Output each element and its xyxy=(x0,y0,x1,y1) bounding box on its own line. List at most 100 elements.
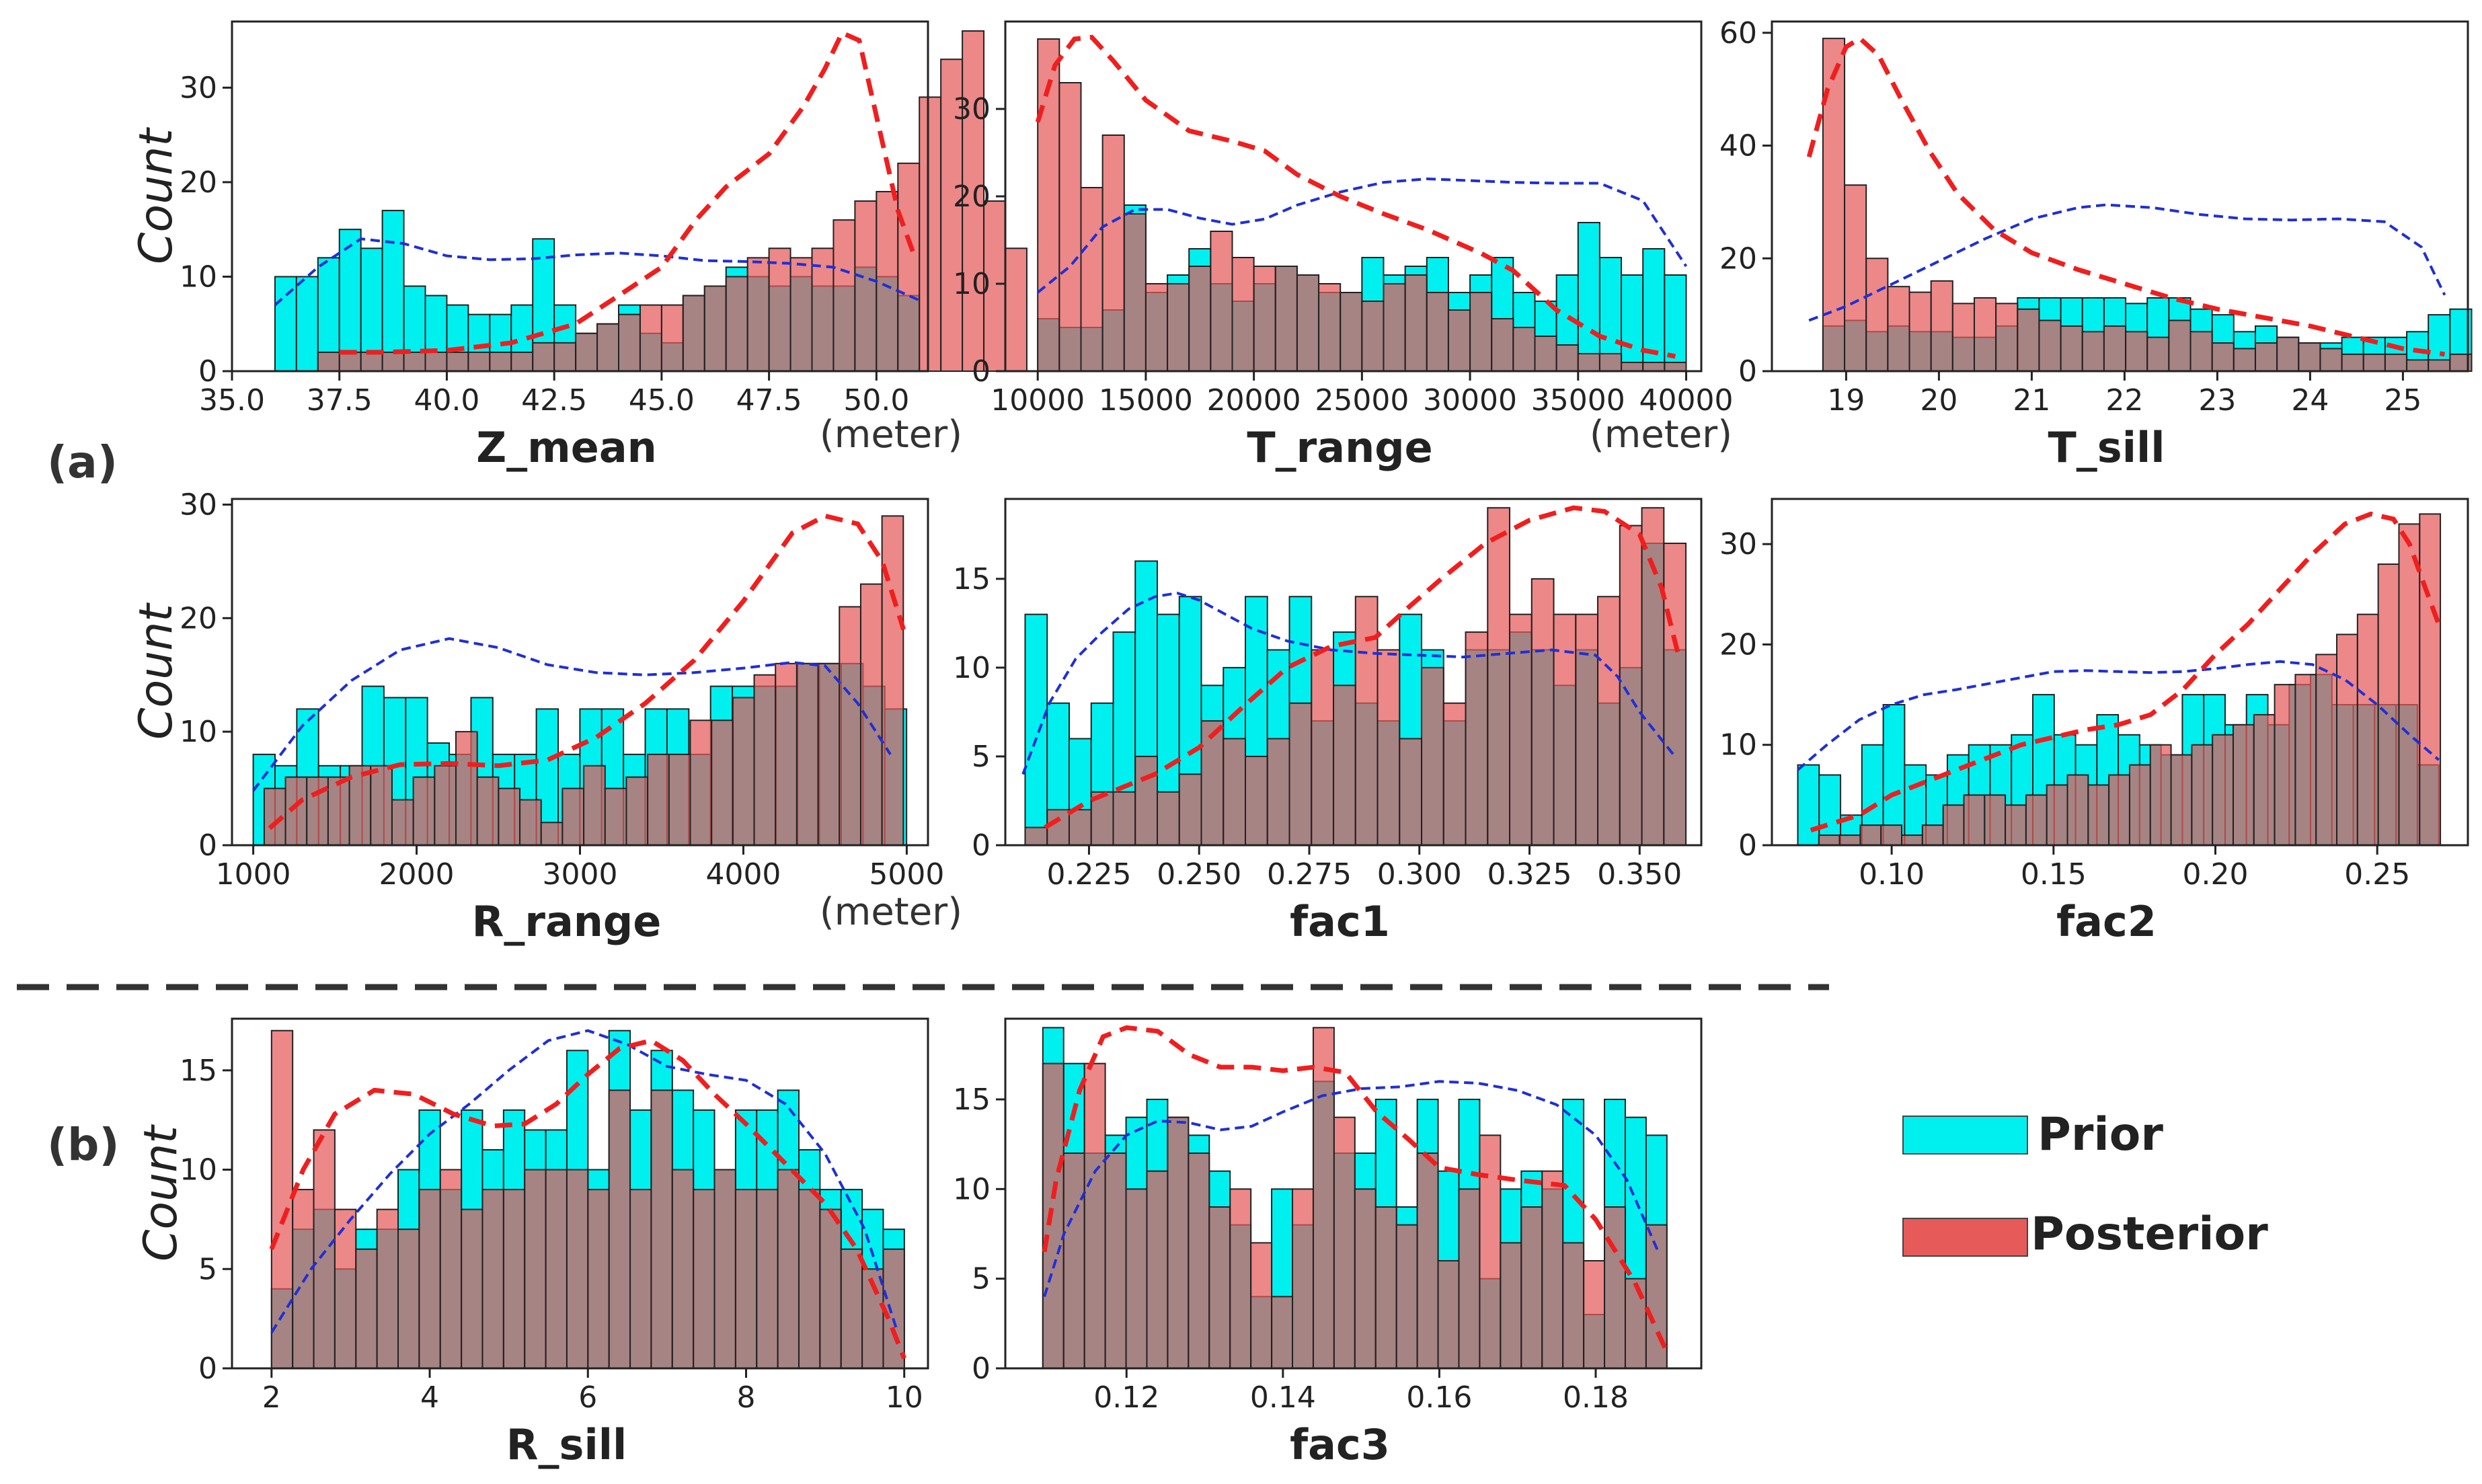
posterior-kde-line xyxy=(1806,35,2445,357)
posterior-bar xyxy=(1500,1242,1522,1370)
posterior-bar xyxy=(1296,274,1320,372)
posterior-bar xyxy=(502,1189,526,1370)
posterior-bar xyxy=(1058,82,1082,372)
posterior-bar xyxy=(2189,331,2213,372)
prior-kde-line xyxy=(1043,1080,1660,1297)
posterior-bar xyxy=(1901,834,1923,847)
posterior-bar xyxy=(854,200,878,373)
x-tick-label: 0.16 xyxy=(1406,1380,1472,1415)
posterior-bar xyxy=(587,1189,610,1370)
posterior-bar xyxy=(1231,257,1255,372)
x-tick-label: 40.0 xyxy=(414,383,479,418)
x-tick-label: 15000 xyxy=(1099,383,1193,418)
posterior-bar xyxy=(1880,824,1903,846)
y-tick-label: 5 xyxy=(972,1262,991,1296)
posterior-bar xyxy=(2428,359,2451,373)
posterior-bar xyxy=(1080,187,1103,372)
posterior-kde-line xyxy=(1044,505,1682,830)
posterior-bar xyxy=(1288,702,1313,846)
prior-bar xyxy=(1621,274,1644,372)
posterior-bar xyxy=(403,351,426,373)
posterior-bar xyxy=(1146,1170,1169,1369)
posterior-bar xyxy=(919,96,942,372)
posterior-bar xyxy=(2170,754,2193,847)
prior-bar xyxy=(338,229,362,372)
posterior-bar xyxy=(338,351,362,373)
posterior-bar xyxy=(1101,134,1125,372)
legend-posterior-swatch xyxy=(1902,1218,2028,1257)
x-tick-label: 1000 xyxy=(216,857,291,892)
plot-frame xyxy=(1004,1017,1703,1370)
posterior-bar xyxy=(2060,325,2083,372)
posterior-bar xyxy=(1887,286,1910,372)
posterior-bar xyxy=(1200,720,1225,846)
posterior-bar xyxy=(1046,809,1070,846)
posterior-bar xyxy=(2146,336,2170,373)
posterior-bar xyxy=(1963,794,1986,846)
posterior-bar xyxy=(1354,596,1379,846)
y-tick-label: 40 xyxy=(1719,129,1757,163)
posterior-bar xyxy=(2276,336,2300,373)
posterior-bar xyxy=(2066,774,2089,846)
posterior-bar xyxy=(1188,1153,1210,1369)
posterior-bar xyxy=(625,776,649,846)
posterior-bar xyxy=(1664,362,1687,372)
posterior-bar xyxy=(1178,773,1202,847)
prior-kde-line xyxy=(274,237,921,307)
x-tick-label: 19 xyxy=(1827,383,1865,418)
plot-frame xyxy=(1771,20,2469,373)
y-tick-label: 15 xyxy=(180,1054,217,1088)
posterior-bar xyxy=(1583,1260,1606,1369)
prior-bar xyxy=(1882,704,1906,847)
posterior-bar xyxy=(604,787,627,846)
posterior-bar xyxy=(2398,523,2421,846)
prior-bar xyxy=(1797,764,1820,846)
y-tick-label: 5 xyxy=(198,1252,217,1286)
posterior-bar xyxy=(481,1189,504,1370)
posterior-bar xyxy=(703,285,727,373)
posterior-bar xyxy=(650,1089,673,1369)
posterior-bar xyxy=(1844,184,1867,372)
posterior-bar xyxy=(1404,274,1428,372)
posterior-bar xyxy=(540,822,564,846)
x-tick-label: 4 xyxy=(420,1380,439,1415)
prior-kde-line xyxy=(1021,591,1676,775)
posterior-bar xyxy=(2191,744,2214,846)
posterior-bar xyxy=(2253,713,2276,846)
posterior-bar xyxy=(376,1208,399,1369)
posterior-bar xyxy=(876,190,899,372)
y-tick-label: 10 xyxy=(180,260,217,294)
panel-r-sill: 2 4 6 8 10 0 5 10 15 R_sill Count xyxy=(134,1017,929,1469)
posterior-bar xyxy=(1951,303,1975,372)
posterior-bar xyxy=(1624,1278,1647,1369)
section-b-label: (b) xyxy=(47,1119,120,1171)
panel-t-sill: 19 20 21 22 23 24 25 0 20 40 60 T_sill xyxy=(1719,16,2473,472)
posterior-bar xyxy=(1090,791,1114,847)
posterior-bar xyxy=(418,1189,441,1370)
posterior-bar xyxy=(639,304,662,372)
posterior-bar xyxy=(1134,755,1158,847)
y-tick-label: 30 xyxy=(180,71,217,105)
posterior-bar xyxy=(817,662,841,846)
posterior-bar xyxy=(1167,1116,1190,1369)
posterior-bar xyxy=(660,304,684,372)
posterior-bar xyxy=(2103,325,2127,372)
posterior-bar xyxy=(1491,318,1514,372)
posterior-bar xyxy=(1447,309,1471,372)
posterior-bar xyxy=(1541,1170,1564,1369)
prior-kde-line xyxy=(1797,660,2440,771)
posterior-bar xyxy=(1333,685,1356,846)
posterior-bar xyxy=(1311,649,1335,846)
x-tick-label: 37.5 xyxy=(307,383,373,418)
posterior-bar xyxy=(1361,301,1385,372)
posterior-bar xyxy=(1376,649,1401,846)
posterior-bar xyxy=(768,247,791,372)
posterior-bar xyxy=(313,1129,336,1370)
posterior-bar xyxy=(1062,1153,1085,1369)
posterior-bar xyxy=(2419,513,2442,846)
x-axis-unit: (meter) xyxy=(820,890,962,934)
posterior-bar xyxy=(1487,507,1511,846)
posterior-bar xyxy=(1930,280,1953,372)
x-tick-label: 25 xyxy=(2384,383,2421,418)
